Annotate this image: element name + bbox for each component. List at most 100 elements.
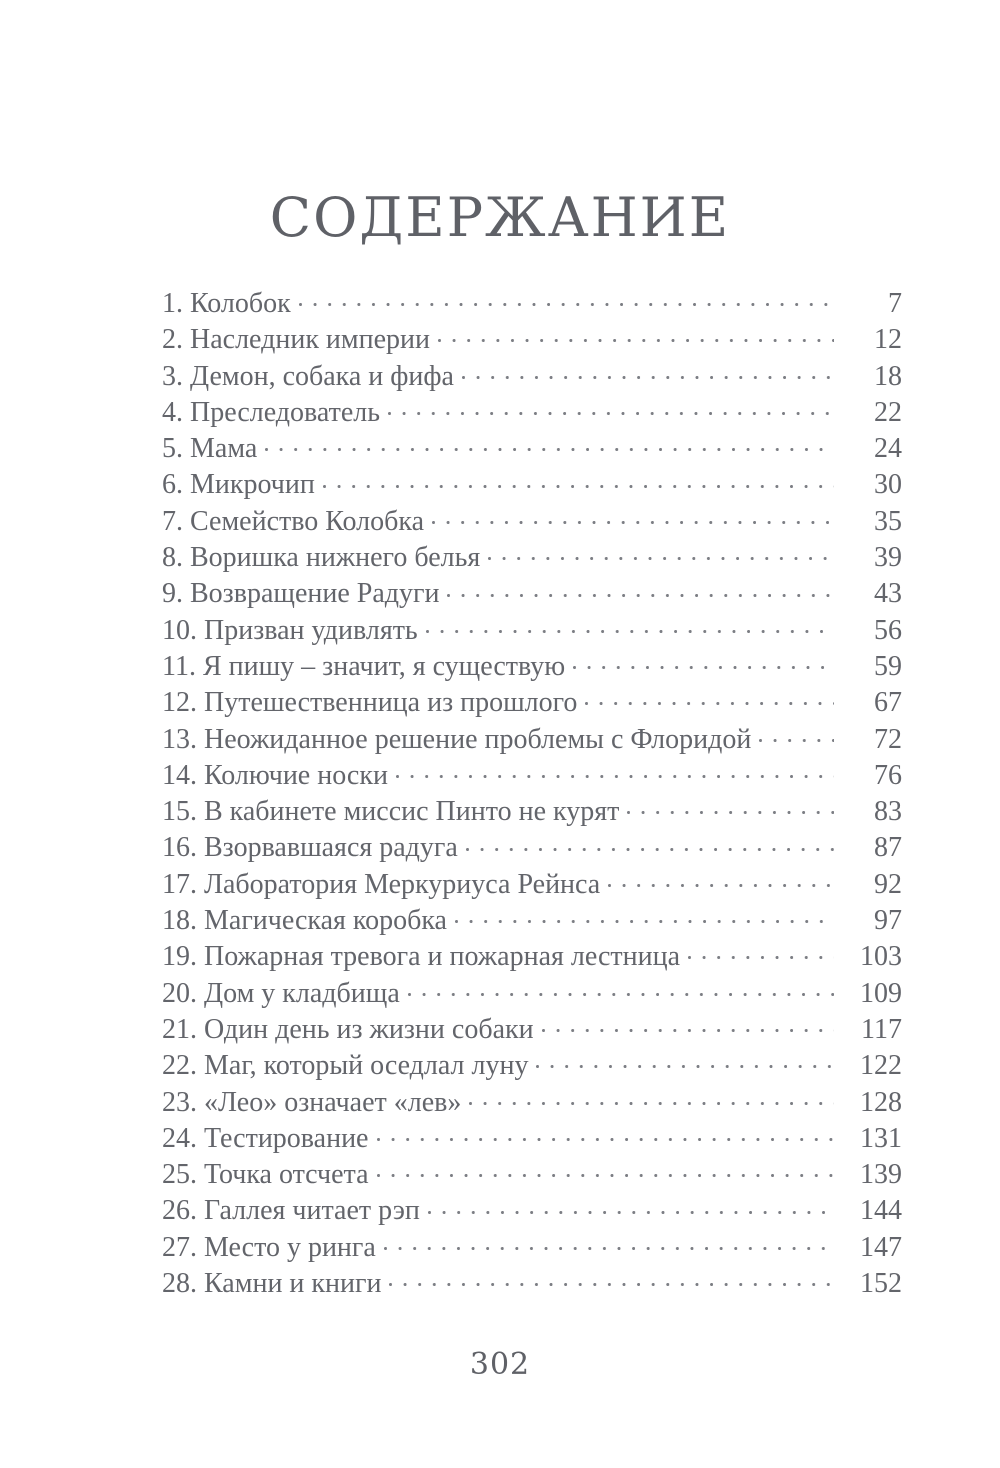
dot-leader [376,1119,835,1147]
toc-entry-title: 4. Преследователь [162,396,381,428]
toc-entry-title: 9. Возвращение Радуги [162,578,440,610]
toc-entry-page-number: 117 [861,1013,902,1045]
dot-leader [376,1155,834,1183]
dot-leader [454,901,834,929]
toc-entry-title: 24. Тестирование [162,1122,369,1154]
toc-entry[interactable]: 28. Камни и книги 152 [162,1264,902,1300]
page-folio: 302 [469,1347,531,1382]
toc-entry[interactable]: 7. Семейство Колобка 35 [162,502,902,538]
toc-entry[interactable]: 10. Призван удивлять 56 [162,611,902,647]
toc-entry-page-number: 35 [874,505,902,537]
toc-entry[interactable]: 16. Взорвавшаяся радуга 87 [162,828,902,864]
dot-leader [407,974,834,1002]
dot-leader [688,937,834,965]
toc-entry[interactable]: 27. Место у ринга 147 [162,1228,902,1264]
toc-entry[interactable]: 17. Лаборатория Меркуриуса Рейнса 92 [162,865,902,901]
toc-entry-title: 20. Дом у кладбища [162,977,400,1009]
toc-entry[interactable]: 20. Дом у кладбища 109 [162,974,902,1010]
toc-entry[interactable]: 13. Неожиданное решение проблемы с Флори… [162,720,902,756]
dot-leader [322,465,834,493]
dot-leader [389,1264,834,1292]
dot-leader [759,720,834,748]
toc-entry-page-number: 87 [874,832,902,864]
dot-leader [265,429,834,457]
toc-entry-page-number: 152 [860,1268,902,1300]
toc-entry[interactable]: 14. Колючие носки 76 [162,756,902,792]
toc-entry[interactable]: 18. Магическая коробка 97 [162,901,902,937]
toc-entry[interactable]: 23. «Лео» означает «лев» 128 [162,1083,902,1119]
dot-leader [488,538,834,566]
dot-leader [465,828,834,856]
toc-entry-title: 12. Путешественница из прошлого [162,687,578,719]
toc-entry[interactable]: 25. Точка отсчета 139 [162,1155,902,1191]
dot-leader [383,1228,834,1256]
toc-entry-title: 3. Демон, собака и фифа [162,360,454,392]
toc-entry-title: 17. Лаборатория Меркуриуса Рейнса [162,868,601,900]
toc-entry[interactable]: 21. Один день из жизни собаки 117 [162,1010,902,1046]
dot-leader [461,357,834,385]
dot-leader [425,611,834,639]
toc-entry-title: 27. Место у ринга [162,1231,376,1263]
dot-leader [298,284,834,312]
page-title: СОДЕРЖАНИЕ [269,186,731,249]
toc-entry-title: 1. Колобок [162,288,291,319]
toc-entry-page-number: 83 [874,796,902,828]
toc-entry[interactable]: 2. Наследник империи 12 [162,320,902,356]
toc-entry-title: 16. Взорвавшаяся радуга [162,832,458,864]
toc-entry[interactable]: 9. Возвращение Радуги 43 [162,574,902,610]
toc-entry-page-number: 24 [874,433,902,465]
toc-entry-title: 28. Камни и книги [162,1268,382,1300]
toc-entry[interactable]: 12. Путешественница из прошлого 67 [162,683,902,719]
toc-entry[interactable]: 22. Маг, который оседлал луну 122 [162,1046,902,1082]
toc-entry-page-number: 97 [874,905,902,937]
toc-entry[interactable]: 5. Мама 24 [162,429,902,465]
toc-entry-title: 23. «Лео» означает «лев» [162,1086,462,1118]
toc-entry-page-number: 122 [860,1050,902,1082]
dot-leader [608,865,834,893]
toc-entry-title: 14. Колючие носки [162,759,388,791]
toc-entry-title: 13. Неожиданное решение проблемы с Флори… [162,723,752,755]
toc-entry[interactable]: 11. Я пишу – значит, я существую 59 [162,647,902,683]
toc-entry-page-number: 67 [874,687,902,719]
toc-entry-page-number: 109 [860,977,902,1009]
toc-entry-page-number: 128 [860,1086,902,1118]
dot-leader [573,647,834,675]
toc-entry-title: 25. Точка отсчета [162,1159,369,1191]
toc-entry-page-number: 72 [874,723,902,755]
dot-leader [388,393,834,421]
toc-entry[interactable]: 8. Воришка нижнего белья 39 [162,538,902,574]
toc-entry[interactable]: 3. Демон, собака и фифа 18 [162,357,902,393]
toc-entry-page-number: 139 [860,1159,902,1191]
dot-leader [541,1010,834,1038]
toc-entry-page-number: 30 [874,469,902,501]
toc-entry-page-number: 131 [860,1122,902,1154]
toc-entry-title: 2. Наследник империи [162,324,431,356]
toc-entry-title: 7. Семейство Колобка [162,505,425,537]
toc-entry[interactable]: 1. Колобок 7 [162,284,902,320]
toc-entry-page-number: 76 [874,759,902,791]
toc-entry-title: 11. Я пишу – значит, я существую [162,650,566,682]
toc-entry-title: 8. Воришка нижнего белья [162,542,481,574]
toc-entry[interactable]: 6. Микрочип 30 [162,465,902,501]
dot-leader [447,574,834,602]
toc-entry-title: 21. Один день из жизни собаки [162,1013,534,1045]
toc-entry-title: 22. Маг, который оседлал луну [162,1050,529,1082]
toc-entry[interactable]: 24. Тестирование 131 [162,1119,902,1155]
toc-entry-title: 10. Призван удивлять [162,614,418,646]
dot-leader [395,756,834,784]
dot-leader [585,683,834,711]
toc-entry-title: 15. В кабинете миссис Пинто не курят [162,796,620,828]
toc-entry-title: 5. Мама [162,433,258,465]
toc-entry-title: 18. Магическая коробка [162,905,447,937]
dot-leader [469,1083,834,1111]
toc-entry-page-number: 59 [874,650,902,682]
toc-entry-page-number: 22 [874,396,902,428]
toc-entry-title: 6. Микрочип [162,469,315,501]
toc-entry-page-number: 147 [860,1231,902,1263]
toc-entry[interactable]: 4. Преследователь 22 [162,393,902,429]
dot-leader [438,320,834,348]
toc-entry[interactable]: 15. В кабинете миссис Пинто не курят 83 [162,792,902,828]
toc-entry[interactable]: 26. Галлея читает рэп 144 [162,1191,902,1227]
toc-entry[interactable]: 19. Пожарная тревога и пожарная лестница… [162,937,902,973]
toc-entry-title: 19. Пожарная тревога и пожарная лестница [162,941,681,973]
